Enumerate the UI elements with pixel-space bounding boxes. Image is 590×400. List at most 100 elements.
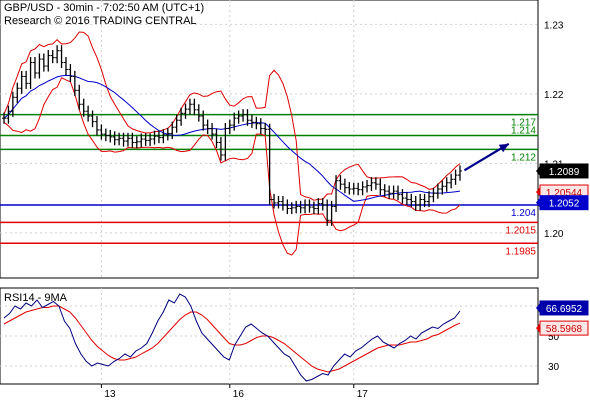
value-tag: 1.2052 [536, 195, 589, 211]
price-bar [396, 185, 401, 201]
level-label: 1.217 [511, 118, 536, 129]
price-bar [444, 177, 449, 192]
price-bar [174, 114, 179, 133]
price-bar [165, 127, 170, 141]
price-bar [187, 98, 192, 115]
price-series [2, 31, 510, 256]
price-bar [458, 165, 462, 181]
price-bar [112, 131, 117, 146]
price-bar [267, 123, 272, 206]
rsi-series [3, 293, 461, 382]
bollinger-lower-line [3, 77, 461, 256]
price-bar [431, 187, 436, 203]
price-bar [125, 132, 130, 147]
price-bar [303, 199, 308, 214]
price-bar [453, 169, 458, 185]
price-bar [232, 112, 237, 131]
price-bar [409, 193, 414, 208]
x-tick-label: 17 [357, 389, 369, 400]
price-bar [192, 98, 197, 116]
price-bar [263, 123, 268, 135]
price-bar [170, 121, 175, 139]
price-bar [134, 136, 139, 149]
price-bar [41, 53, 46, 72]
price-bar [68, 63, 73, 83]
price-bar [59, 45, 64, 69]
price-bar [94, 116, 99, 136]
rsi-tick-label: 50 [548, 332, 560, 343]
level-label: 1.212 [511, 152, 536, 163]
price-bar [139, 133, 144, 148]
price-bar [210, 123, 215, 140]
price-bar [15, 82, 20, 103]
price-bar [121, 132, 126, 147]
price-bar [245, 109, 250, 126]
price-bar [347, 182, 352, 195]
price-bar [32, 56, 37, 79]
price-bar [117, 132, 122, 146]
price-bar [427, 191, 432, 208]
price-bar [307, 199, 312, 213]
price-bar [86, 105, 91, 122]
price-bar [156, 130, 161, 144]
chart-header-title: GBP/USD - 30min - 7:02:50 AM (UTC+1) [4, 2, 204, 14]
price-bar [298, 200, 303, 214]
svg-text:1.20544: 1.20544 [546, 188, 583, 199]
rsi-grid [0, 288, 538, 384]
rsi-panel-title: RSI14 - 9MA [4, 292, 68, 304]
svg-text:66.6952: 66.6952 [546, 304, 583, 315]
price-bar [320, 198, 325, 211]
price-bar [373, 177, 378, 190]
rsi-ma-line [3, 305, 461, 373]
value-tag: 66.6952 [536, 300, 589, 316]
price-bar [311, 201, 316, 215]
price-bar [289, 202, 294, 215]
price-bar [108, 129, 113, 143]
price-bar [6, 105, 11, 124]
price-bar [63, 56, 68, 76]
svg-text:1.2089: 1.2089 [549, 167, 580, 178]
price-bar [2, 112, 6, 124]
price-bar [356, 182, 361, 196]
price-bar [227, 119, 232, 135]
price-bar [103, 128, 108, 142]
price-bar [99, 124, 104, 140]
rsi-line [3, 293, 461, 382]
price-bar [72, 70, 77, 96]
level-label: 1.204 [511, 208, 536, 219]
price-bar [50, 50, 55, 64]
price-bar [218, 136, 223, 161]
price-bar [325, 199, 330, 226]
price-bar [28, 56, 33, 89]
rsi-tick-label: 30 [548, 362, 560, 373]
price-bar [258, 118, 263, 135]
price-bar [276, 195, 281, 209]
price-bar [179, 107, 184, 126]
y-tick-label: 1.20 [544, 229, 564, 240]
price-bar [316, 198, 321, 215]
price-bar [418, 193, 423, 211]
price-bar [404, 192, 409, 206]
price-bar [272, 193, 277, 209]
level-label: 1.1985 [505, 246, 536, 257]
price-bar [90, 110, 95, 128]
price-bar [10, 91, 15, 117]
price-bar [148, 133, 153, 146]
price-bar [422, 193, 427, 208]
price-bar [196, 104, 201, 122]
price-bar [365, 180, 370, 193]
price-bar [24, 70, 29, 89]
level-label: 1.214 [511, 126, 536, 137]
price-bar [413, 195, 418, 211]
price-bar [400, 189, 405, 204]
moving-average-line [3, 74, 461, 202]
price-bar [334, 175, 339, 212]
price-bar [360, 181, 365, 196]
price-bar [378, 178, 383, 196]
price-bar [285, 199, 290, 215]
price-bar [214, 128, 219, 149]
price-bar [130, 132, 135, 149]
